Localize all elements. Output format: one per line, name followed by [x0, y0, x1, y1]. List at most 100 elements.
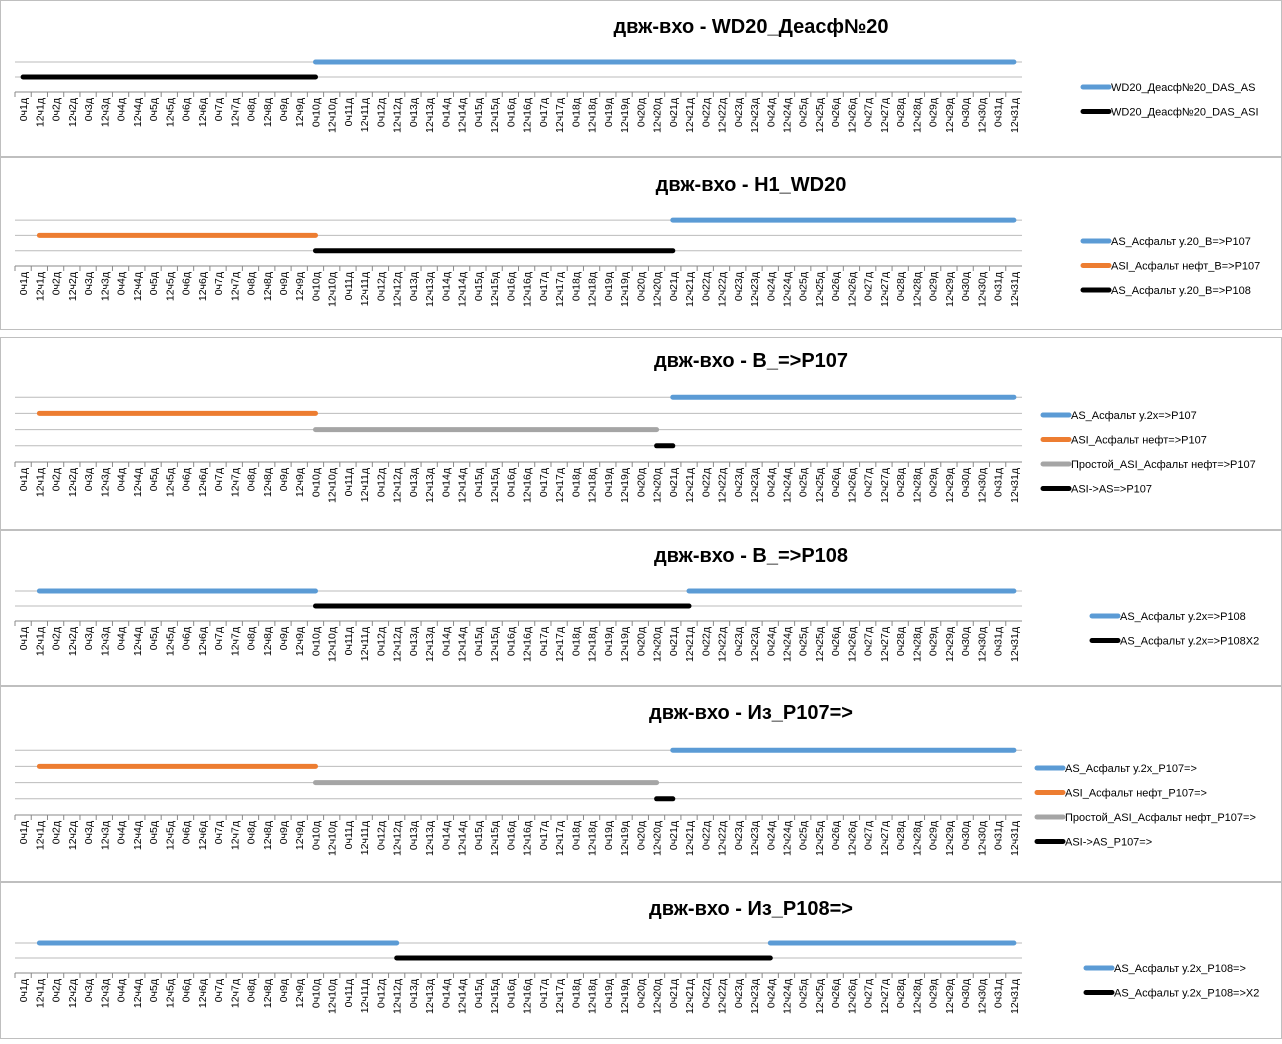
x-tick-label: 0ч11д — [343, 272, 355, 300]
x-tick-label: 12ч31д — [1009, 98, 1021, 133]
x-tick-label: 0ч20д — [635, 98, 647, 127]
x-tick-label: 12ч27д — [879, 98, 891, 133]
x-tick-label: 12ч22д — [717, 821, 729, 856]
x-tick-label: 0ч31д — [993, 979, 1005, 1008]
x-tick-label: 0ч25д — [798, 98, 810, 127]
legend-label: AS_Асфальт у.2х_P107=> — [1065, 763, 1197, 775]
x-tick-label: 0ч15д — [473, 627, 485, 656]
x-tick-label: 12ч10д — [327, 272, 339, 307]
x-tick-label: 0ч15д — [473, 821, 485, 850]
x-tick-label: 0ч4д — [116, 821, 128, 844]
x-tick-label: 12ч7д — [229, 627, 241, 656]
x-tick-label: 12ч20д — [652, 821, 664, 856]
legend-label: ASI_Асфальт нефт=>P107 — [1071, 435, 1207, 447]
x-tick-label: 12ч4д — [132, 627, 144, 656]
x-tick-label: 0ч3д — [83, 272, 95, 295]
x-tick-label: 12ч10д — [327, 979, 339, 1014]
x-tick-label: 0ч21д — [668, 979, 680, 1008]
x-tick-label: 12ч7д — [229, 98, 241, 127]
x-tick-label: 12ч3д — [99, 979, 111, 1008]
x-tick-label: 0ч5д — [148, 821, 160, 844]
x-tick-label: 12ч25д — [814, 979, 826, 1014]
x-tick-label: 0ч24д — [765, 627, 777, 656]
x-tick-label: 12ч2д — [67, 627, 79, 656]
legend-label: AS_Асфальт у.20_В=>P107 — [1111, 236, 1251, 248]
x-tick-label: 12ч24д — [781, 979, 793, 1014]
x-tick-label: 12ч28д — [911, 627, 923, 662]
legend-label: Простой_ASI_Асфальт нефт_P107=> — [1065, 812, 1256, 824]
legend-label: AS_Асфальт у.2х_P108=>X2 — [1114, 988, 1259, 1000]
x-tick-label: 0ч22д — [700, 468, 712, 497]
x-tick-label: 0ч22д — [700, 627, 712, 656]
x-tick-label: 12ч2д — [67, 98, 79, 127]
x-tick-label: 12ч13д — [424, 627, 436, 662]
x-tick-label: 12ч20д — [652, 468, 664, 503]
x-tick-label: 0ч4д — [116, 272, 128, 295]
x-tick-label: 12ч19д — [619, 627, 631, 662]
x-tick-label: 0ч30д — [960, 468, 972, 497]
x-tick-label: 0ч15д — [473, 98, 485, 127]
x-tick-label: 12ч21д — [684, 979, 696, 1014]
x-tick-label: 12ч15д — [489, 821, 501, 856]
x-tick-label: 12ч20д — [652, 98, 664, 133]
x-tick-label: 0ч13д — [408, 468, 420, 497]
x-tick-label: 0ч26д — [830, 627, 842, 656]
legend-label: WD20_Деасф№20_DAS_AS — [1111, 82, 1255, 94]
x-tick-label: 0ч8д — [246, 979, 258, 1002]
x-tick-label: 12ч17д — [554, 821, 566, 856]
x-tick-label: 12ч8д — [262, 272, 274, 301]
x-tick-label: 12ч16д — [522, 627, 534, 662]
x-tick-label: 12ч30д — [976, 468, 988, 503]
x-tick-label: 0ч2д — [51, 979, 63, 1002]
x-tick-label: 0ч2д — [51, 272, 63, 295]
x-tick-label: 12ч1д — [34, 821, 46, 850]
x-tick-label: 0ч31д — [993, 272, 1005, 301]
x-tick-label: 0ч8д — [246, 272, 258, 295]
legend-label: ASI_Асфальт нефт_В=>P107 — [1111, 261, 1260, 273]
x-tick-label: 0ч3д — [83, 821, 95, 844]
x-tick-label: 12ч27д — [879, 821, 891, 856]
x-tick-label: 12ч19д — [619, 979, 631, 1014]
legend-label: WD20_Деасф№20_DAS_ASI — [1111, 107, 1259, 119]
x-tick-label: 0ч29д — [928, 821, 940, 850]
x-tick-label: 12ч27д — [879, 627, 891, 662]
x-tick-label: 12ч26д — [846, 272, 858, 307]
x-tick-label: 0ч26д — [830, 468, 842, 497]
x-tick-label: 0ч18д — [570, 272, 582, 301]
x-tick-label: 12ч18д — [587, 821, 599, 856]
x-tick-label: 12ч29д — [944, 627, 956, 662]
x-tick-label: 0ч21д — [668, 627, 680, 656]
x-tick-label: 12ч12д — [392, 98, 404, 133]
x-tick-label: 0ч24д — [765, 979, 777, 1008]
x-tick-label: 0ч15д — [473, 272, 485, 301]
x-tick-label: 0ч31д — [993, 821, 1005, 850]
x-tick-label: 0ч19д — [603, 468, 615, 497]
x-tick-label: 12ч22д — [717, 98, 729, 133]
x-tick-label: 0ч2д — [51, 627, 63, 650]
x-tick-label: 0ч26д — [830, 821, 842, 850]
x-tick-label: 12ч4д — [132, 821, 144, 850]
x-tick-label: 12ч8д — [262, 821, 274, 850]
x-tick-label: 12ч9д — [294, 979, 306, 1008]
x-tick-label: 12ч3д — [99, 627, 111, 656]
x-tick-label: 12ч17д — [554, 979, 566, 1014]
x-tick-label: 0ч22д — [700, 98, 712, 127]
x-tick-label: 12ч10д — [327, 627, 339, 662]
x-tick-label: 12ч25д — [814, 468, 826, 503]
x-tick-label: 0ч8д — [246, 627, 258, 650]
x-tick-label: 12ч21д — [684, 468, 696, 503]
x-tick-label: 12ч5д — [164, 468, 176, 497]
x-tick-label: 0ч19д — [603, 98, 615, 127]
x-tick-label: 12ч25д — [814, 627, 826, 662]
x-tick-label: 0ч16д — [505, 627, 517, 656]
x-tick-label: 0ч3д — [83, 979, 95, 1002]
x-tick-label: 0ч27д — [863, 272, 875, 301]
x-tick-label: 12ч13д — [424, 98, 436, 133]
x-tick-label: 12ч17д — [554, 468, 566, 503]
x-tick-label: 0ч17д — [538, 627, 550, 656]
x-tick-label: 0ч10д — [310, 272, 322, 301]
x-tick-label: 12ч27д — [879, 979, 891, 1014]
x-tick-label: 12ч28д — [911, 979, 923, 1014]
x-tick-label: 12ч20д — [652, 272, 664, 307]
x-tick-label: 12ч5д — [164, 627, 176, 656]
